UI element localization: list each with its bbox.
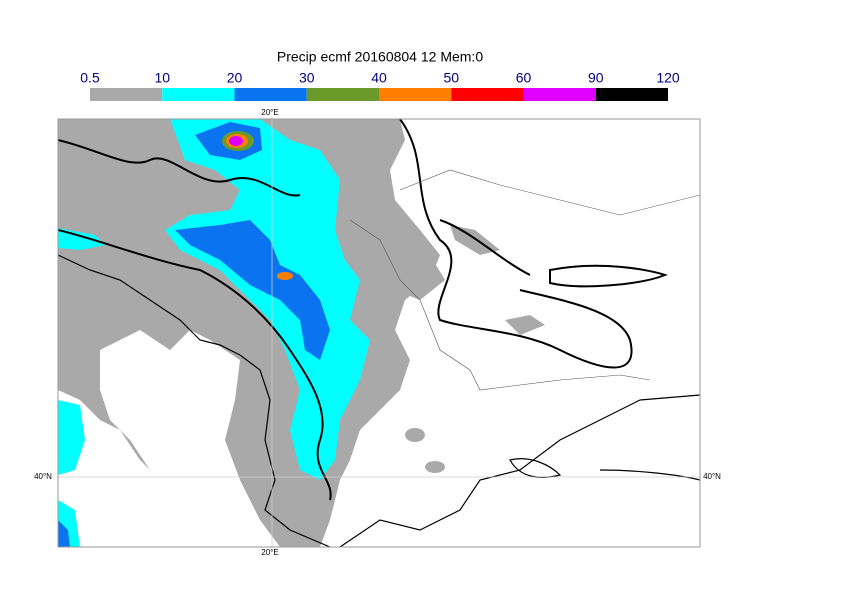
border [349,219,651,391]
colorbar-label: 60 [516,70,532,86]
precip-fields [58,119,545,547]
precip-area [405,428,425,442]
lat-label: 40°N [34,472,52,481]
precip-area [58,400,85,475]
contour-line [399,119,633,369]
colorbar-label: 0.5 [80,70,100,86]
lon-label: 20°E [261,548,278,557]
contour-line [58,139,301,197]
precip-area [425,461,445,473]
colorbar-label: 20 [227,70,243,86]
coastline [509,458,562,478]
map-title: Precip ecmf 20160804 12 Mem:0 [277,49,483,65]
precip-area [58,520,70,547]
map-area: 20°E 20°E 40°N 40°N [34,108,721,557]
colorbar-label: 120 [656,70,680,86]
border [399,169,700,216]
colorbar-label: 30 [299,70,315,86]
precip-area [229,136,243,146]
precip-area [505,315,545,335]
colorbar-label: 10 [154,70,170,86]
lat-label: 40°N [703,472,721,481]
colorbar-label: 90 [588,70,604,86]
colorbar-segment [306,88,379,101]
colorbar-segment [451,88,524,101]
colorbar-label: 50 [443,70,459,86]
precip-area [390,255,445,300]
contours [58,119,700,547]
colorbar-segment [523,88,596,101]
coastline [599,469,700,481]
precip-area [277,272,293,280]
dry-area [100,330,280,547]
contour-line [439,219,531,276]
colorbar-segment [162,88,235,101]
contour-line [58,229,332,501]
map-frame [57,118,701,548]
colorbar-segment [234,88,307,101]
colorbar: 0.5 10 20 30 40 50 60 90 120 [80,70,680,101]
coastline [58,254,241,356]
colorbar-label: 40 [371,70,387,86]
colorbar-segment [90,88,163,101]
contour-line [549,264,668,288]
colorbar-segment [379,88,452,101]
precip-area [175,220,330,360]
coastline [339,394,700,547]
coastline [239,354,331,547]
lon-label: 20°E [261,108,278,117]
colorbar-segment [595,88,668,101]
precip-area [165,119,370,480]
